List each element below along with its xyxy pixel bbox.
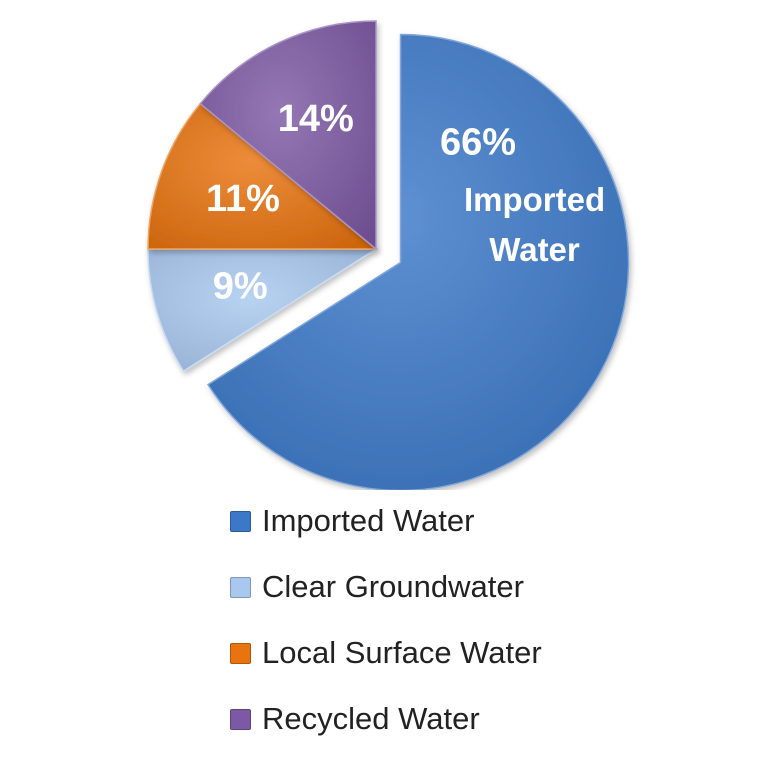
legend-item-clear-groundwater: Clear Groundwater — [230, 554, 730, 620]
pie-percent-label-imported-water: 66% — [440, 121, 516, 163]
pie-percent-label-clear-groundwater: 9% — [213, 265, 268, 307]
chart-legend: Imported Water Clear Groundwater Local S… — [230, 488, 730, 752]
pie-slice-imported-water — [206, 33, 630, 490]
legend-swatch-local-surface-water — [230, 642, 251, 664]
pie-percent-label-local-surface-water: 11% — [206, 178, 280, 220]
pie-slice-recycled-water — [199, 20, 377, 251]
legend-swatch-clear-groundwater — [230, 576, 251, 598]
legend-swatch-recycled-water — [230, 708, 251, 730]
pie-slices — [147, 20, 630, 490]
pie-inner-label-imported-water: Imported Water — [464, 181, 605, 268]
legend-item-recycled-water: Recycled Water — [230, 686, 730, 752]
legend-label-imported-water: Imported Water — [262, 503, 475, 538]
legend-label-clear-groundwater: Clear Groundwater — [262, 569, 524, 604]
legend-item-local-surface-water: Local Surface Water — [230, 620, 730, 686]
pie-percent-label-recycled-water: 14% — [278, 98, 354, 140]
legend-label-local-surface-water: Local Surface Water — [262, 635, 542, 670]
pie-slice-local-surface-water — [147, 102, 379, 250]
legend-label-recycled-water: Recycled Water — [262, 701, 480, 736]
pie-chart: 66% Imported Water 9% 11% 14% — [147, 20, 630, 490]
legend-swatch-imported-water — [230, 510, 251, 532]
pie-slice-clear-groundwater — [147, 248, 379, 373]
pie-labels: 66% Imported Water 9% 11% 14% — [206, 98, 605, 307]
legend-item-imported-water: Imported Water — [230, 488, 730, 554]
